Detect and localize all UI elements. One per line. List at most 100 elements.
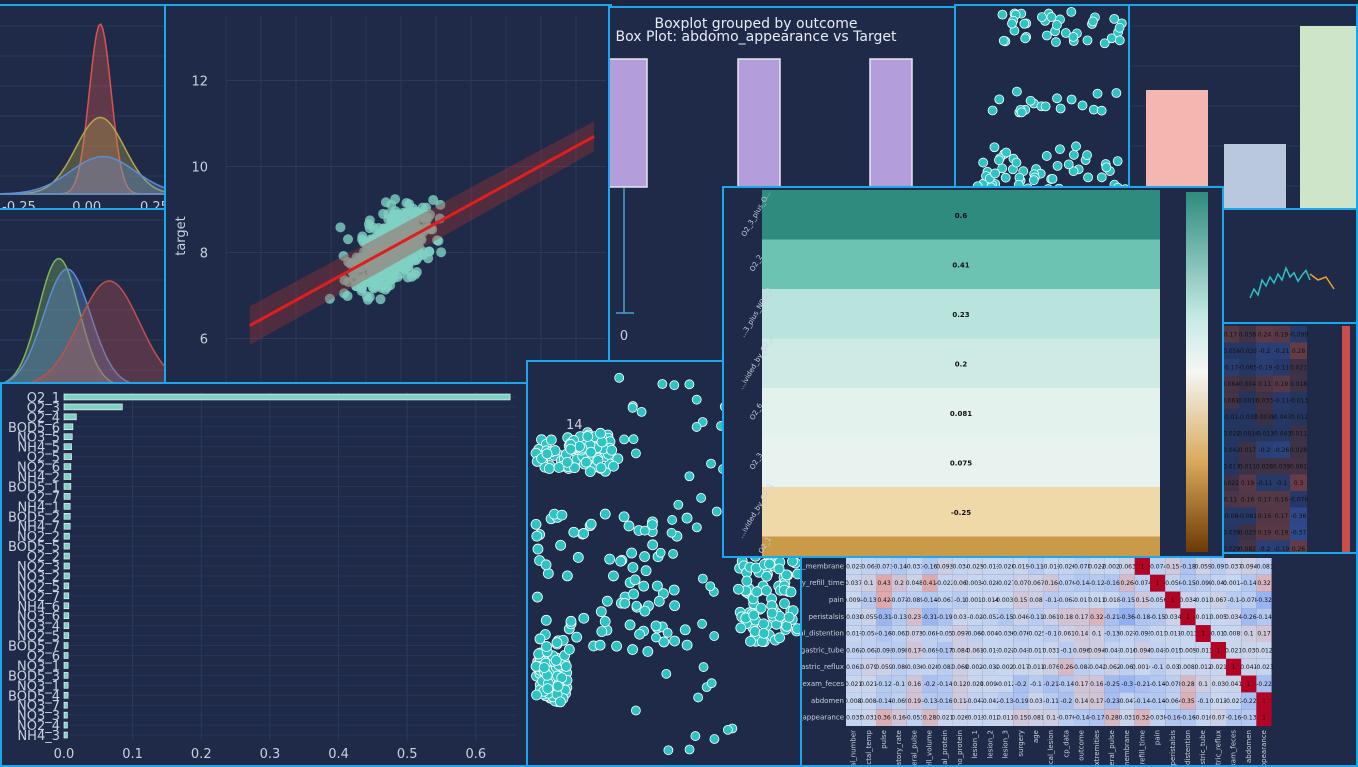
heatmap-cell	[967, 558, 983, 575]
scatter-point	[785, 586, 797, 598]
heatmap-cell	[1165, 574, 1181, 592]
heatmap-cell	[1180, 608, 1196, 626]
heatmap-cell-label: -0.0028	[994, 664, 1017, 671]
heatmap-cell	[1104, 658, 1120, 676]
heatmap-cell	[1256, 408, 1273, 425]
heatmap-cell	[1104, 675, 1120, 693]
heatmap-cell-label: -0.12	[1089, 580, 1105, 587]
heatmap-cell-label: 0.031	[860, 715, 877, 722]
heatmap-cell-label: -0.065	[1238, 364, 1258, 371]
heatmap-cell-label: -0.15	[1150, 614, 1166, 621]
scatter-point	[761, 585, 772, 596]
heatmap-cell	[1119, 591, 1135, 609]
bar-O2_3	[63, 403, 123, 411]
heatmap-cell-label: 1	[1232, 664, 1236, 671]
heatmap-cell-label: -0.061	[1057, 597, 1077, 604]
heatmap-cell-label: -0.13	[1104, 631, 1120, 638]
bar-NH4_2	[63, 473, 72, 480]
heatmap-cell	[1256, 709, 1272, 726]
heatmap-cell-label: -0.039	[1221, 529, 1241, 536]
heatmap-cell-label: -0.039	[1238, 348, 1258, 355]
heatmap-cell	[982, 574, 998, 592]
heatmap-cell	[1013, 558, 1029, 575]
heatmap-cell	[846, 558, 862, 575]
heatmap-cell	[1222, 441, 1239, 458]
heatmap-cell-label: 0.03	[1029, 698, 1043, 705]
heatmap-cell-label: -0.041	[1102, 647, 1122, 654]
heatmap-cell	[876, 558, 892, 575]
x-tick-label: -0.25	[2, 200, 36, 212]
scatter-point	[684, 379, 695, 390]
heatmap-cell-label: 0.011	[1290, 430, 1307, 437]
heatmap-cell-label: -0.1	[893, 681, 905, 688]
heatmap-cell-label: 0.059	[1195, 563, 1212, 570]
heatmap-cell-label: -0.08	[1223, 513, 1239, 520]
heatmap-cell	[861, 591, 877, 609]
heatmap-cell-label: 0.017	[1239, 447, 1256, 454]
heatmap-cell	[762, 487, 1160, 537]
y-tick-label: O2_3	[27, 401, 60, 416]
heatmap-cell-label: 0.019	[1012, 563, 1029, 570]
scatter-point	[411, 206, 422, 217]
x-tick-label: 0.5	[397, 747, 418, 762]
row-label: O2_3	[748, 451, 764, 471]
scatter-point	[435, 199, 446, 210]
heatmap-cell-label: 0.08	[1029, 597, 1043, 604]
line-series-1	[1309, 273, 1335, 290]
heatmap-cell-label: -0.011	[1148, 631, 1168, 638]
bar-NO3_4	[63, 622, 70, 629]
heatmap-cell	[1013, 591, 1029, 609]
heatmap-cell-label: -0.012	[981, 715, 1001, 722]
box-2	[737, 58, 781, 188]
heatmap-cell-label: -0.042	[981, 698, 1001, 705]
heatmap-cell	[1013, 625, 1029, 642]
heatmap-cell-label: -0.032	[981, 664, 1001, 671]
heatmap-cell-label: -0.05	[937, 631, 953, 638]
heatmap-cell	[1256, 392, 1273, 409]
scatter-point	[681, 512, 693, 524]
heatmap-cell	[1256, 675, 1272, 693]
heatmap-cell	[1165, 591, 1181, 609]
heatmap-cell-label: -0.0016	[1236, 430, 1259, 437]
heatmap-cell	[891, 574, 907, 592]
heatmap-cell-label: 0.0016	[1132, 664, 1153, 671]
heatmap-cell-label: 0.42	[877, 597, 891, 604]
heatmap-cell-label: -0.027	[996, 580, 1016, 587]
line-small-panel	[1218, 208, 1358, 326]
scatter-point	[542, 683, 554, 695]
heatmap-cell	[1089, 608, 1105, 626]
corr-right-chart: 0.17 0.038 0.24 0.19 -0.099-0.056-0.039 -0.2-…	[1221, 326, 1350, 556]
heatmap-cell	[1210, 692, 1226, 710]
heatmap-cell-label: 0.16	[908, 681, 922, 688]
heatmap-cell-label: 0.011	[1164, 631, 1181, 638]
regplot-panel: 1210864target	[164, 4, 612, 456]
heatmap-cell	[1239, 458, 1256, 475]
scatter-point	[604, 553, 616, 565]
heatmap-cell-label: -0.1	[1045, 597, 1057, 604]
heatmap-cell-label: 0.061	[1043, 614, 1060, 621]
scatter-point	[669, 380, 680, 391]
heatmap-cell-label: 0.061	[1058, 631, 1075, 638]
heatmap-cell-label: -0.015	[1163, 647, 1183, 654]
heatmap-cell	[922, 642, 938, 659]
heatmap-cell	[1256, 608, 1272, 626]
heatmap-cell	[937, 558, 953, 575]
scatter-point	[560, 661, 572, 672]
heatmap-cell-label: -0.011	[1194, 597, 1214, 604]
scatter-point	[578, 528, 590, 539]
heatmap-cell	[1165, 642, 1181, 659]
scatter-point	[628, 588, 639, 600]
heatmap-cell	[1222, 408, 1239, 425]
heatmap-cell-label: -0.1	[1045, 631, 1057, 638]
heatmap-cell-label: 0.16	[1241, 496, 1255, 503]
bar-NO2_2	[63, 532, 70, 540]
heatmap-cell	[846, 658, 862, 676]
heatmap-cell	[1241, 692, 1257, 710]
heatmap-cell-label: 0.041	[1240, 664, 1257, 671]
scatter-point	[1011, 157, 1022, 168]
bar-NH4_7	[63, 522, 71, 530]
heatmap-cell	[967, 709, 983, 726]
heatmap-cell	[861, 675, 877, 693]
heatmap-cell	[982, 675, 998, 693]
y-tick-label: NH4_3	[17, 729, 60, 744]
